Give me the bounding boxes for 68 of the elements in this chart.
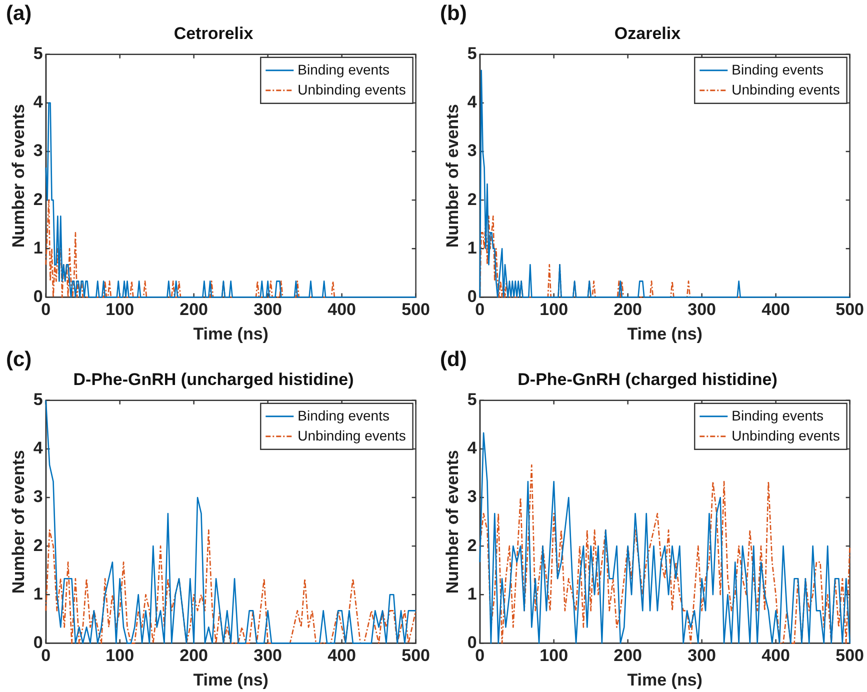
legend-label: Binding events	[732, 407, 824, 424]
legend-label: Unbinding events	[298, 427, 406, 444]
x-tick-label: 400	[762, 646, 790, 666]
text: (a)	[6, 2, 32, 26]
y-tick-label: 0	[33, 286, 43, 306]
y-tick-label: 4	[33, 92, 44, 112]
y-tick-label: 4	[467, 92, 478, 112]
x-axis-title: Time (ns)	[627, 324, 702, 344]
x-tick-label: 200	[614, 300, 642, 320]
x-tick-label: 100	[106, 300, 134, 320]
x-tick-label: 500	[402, 646, 430, 666]
x-tick-label: 400	[328, 646, 356, 666]
y-axis-title: Number of events	[8, 104, 28, 248]
y-tick-label: 2	[467, 190, 477, 209]
y-axis-title: Number of events	[442, 104, 462, 248]
y-tick-label: 0	[33, 632, 43, 652]
x-tick-label: 400	[328, 300, 356, 320]
legend-label: Unbinding events	[732, 81, 840, 98]
legend-label: Binding events	[298, 61, 390, 78]
text: (c)	[6, 348, 32, 372]
chart-title: D-Phe-GnRH (charged histidine)	[518, 370, 778, 389]
y-tick-label: 3	[33, 487, 43, 506]
y-tick-label: 3	[33, 141, 43, 160]
y-tick-label: 0	[467, 632, 477, 652]
y-tick-label: 5	[467, 44, 477, 64]
y-tick-label: 2	[467, 536, 477, 555]
y-axis-title: Number of events	[442, 450, 462, 594]
x-tick-label: 300	[688, 300, 716, 320]
y-axis-title: Number of events	[8, 450, 28, 594]
legend-label: Binding events	[732, 61, 824, 78]
x-tick-label: 300	[688, 646, 716, 666]
x-tick-label: 100	[540, 646, 568, 666]
x-tick-label: 100	[540, 300, 568, 320]
x-axis-title: Time (ns)	[193, 324, 268, 344]
text: (d)	[440, 348, 467, 372]
y-tick-label: 1	[33, 584, 43, 604]
x-tick-label: 300	[254, 300, 282, 320]
legend-label: Unbinding events	[298, 81, 406, 98]
x-tick-label: 200	[180, 300, 208, 320]
x-axis-title: Time (ns)	[627, 670, 702, 690]
y-tick-label: 1	[467, 238, 477, 258]
x-axis-title: Time (ns)	[193, 670, 268, 690]
y-tick-label: 4	[467, 438, 478, 458]
chart-title: Cetrorelix	[174, 24, 254, 43]
x-tick-label: 200	[614, 646, 642, 666]
legend-label: Binding events	[298, 407, 390, 424]
chart-title: D-Phe-GnRH (uncharged histidine)	[73, 370, 354, 389]
y-tick-label: 2	[33, 190, 43, 209]
text: (b)	[440, 2, 467, 26]
y-tick-label: 0	[467, 286, 477, 306]
y-tick-label: 5	[467, 390, 477, 410]
y-tick-label: 1	[33, 238, 43, 258]
y-tick-label: 3	[467, 487, 477, 506]
x-tick-label: 400	[762, 300, 790, 320]
x-tick-label: 100	[106, 646, 134, 666]
y-tick-label: 4	[33, 438, 44, 458]
x-tick-label: 500	[836, 300, 864, 320]
chart-title: Ozarelix	[614, 24, 682, 43]
x-tick-label: 200	[180, 646, 208, 666]
y-tick-label: 1	[467, 584, 477, 604]
x-tick-label: 500	[836, 646, 864, 666]
y-tick-label: 5	[33, 44, 43, 64]
x-tick-label: 300	[254, 646, 282, 666]
x-tick-label: 500	[402, 300, 430, 320]
y-tick-label: 2	[33, 536, 43, 555]
y-tick-label: 3	[467, 141, 477, 160]
y-tick-label: 5	[33, 390, 43, 410]
legend-label: Unbinding events	[732, 427, 840, 444]
